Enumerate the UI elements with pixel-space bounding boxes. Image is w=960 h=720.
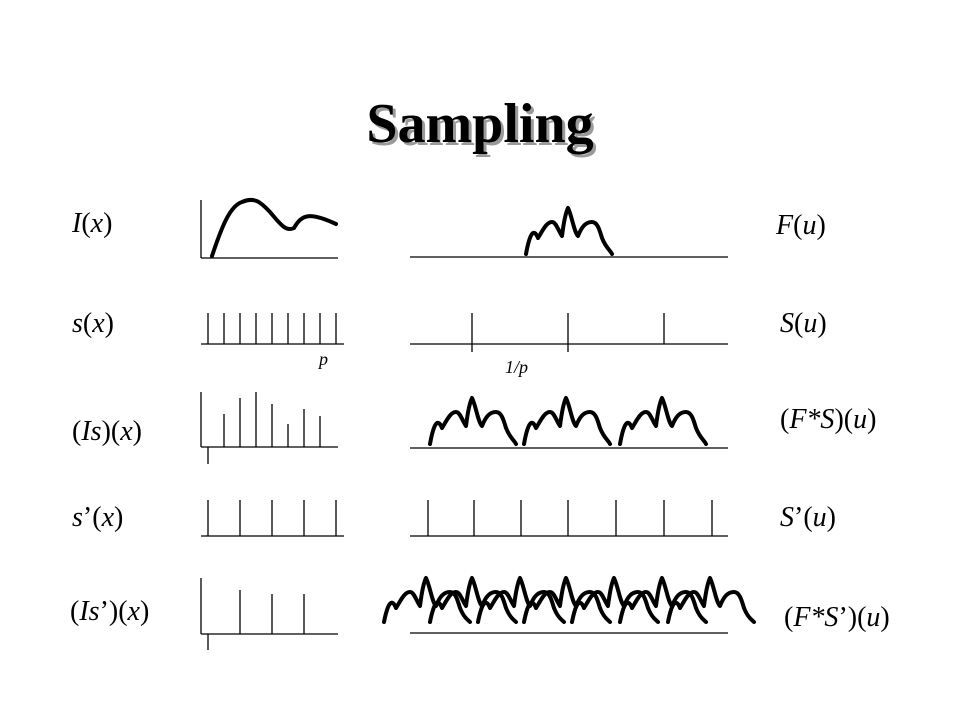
label-s-of-x: s(x) [72, 308, 114, 339]
Is-samples [200, 392, 338, 464]
FS-prime-spectrum-copy [618, 576, 708, 624]
slide-title: Sampling [366, 93, 594, 155]
S-prime-comb [410, 500, 728, 537]
label-FS-of-u: (F*S)(u) [780, 404, 877, 435]
FS-prime-spectrum-copy [476, 576, 566, 624]
FS-prime-spectrum-copy [666, 576, 756, 624]
S-comb [410, 313, 728, 352]
label-I-of-x: I(x) [72, 208, 113, 239]
label-Is-prime-of-x: (Is’)(x) [70, 596, 150, 627]
s-comb [201, 313, 344, 345]
s-prime-comb [201, 500, 344, 537]
FS-prime-spectrum-copy [428, 576, 518, 624]
label-s-prime-of-x: s’(x) [72, 502, 124, 533]
label-Is-of-x: (Is)(x) [72, 416, 142, 447]
period-label: p [319, 349, 328, 369]
FS-prime-spectrum-copy [570, 576, 660, 624]
label-F-of-u: F(u) [776, 210, 826, 241]
FS-prime-spectrum-copy [522, 576, 612, 624]
FS-spectrum-copy [522, 396, 612, 446]
Is-prime-samples [200, 578, 338, 650]
label-S-of-u: S(u) [780, 308, 827, 339]
FS-spectrum-copy [618, 396, 708, 446]
FS-spectrum-copy [428, 396, 518, 446]
F-spectrum [524, 206, 614, 256]
I-curve [210, 197, 338, 258]
FS-prime-spectrum-copy [382, 576, 472, 624]
label-FS-prime-of-u: (F*S’)(u) [784, 602, 890, 633]
inverse-period-label: 1/p [505, 357, 529, 377]
label-S-prime-of-u: S’(u) [780, 502, 836, 533]
